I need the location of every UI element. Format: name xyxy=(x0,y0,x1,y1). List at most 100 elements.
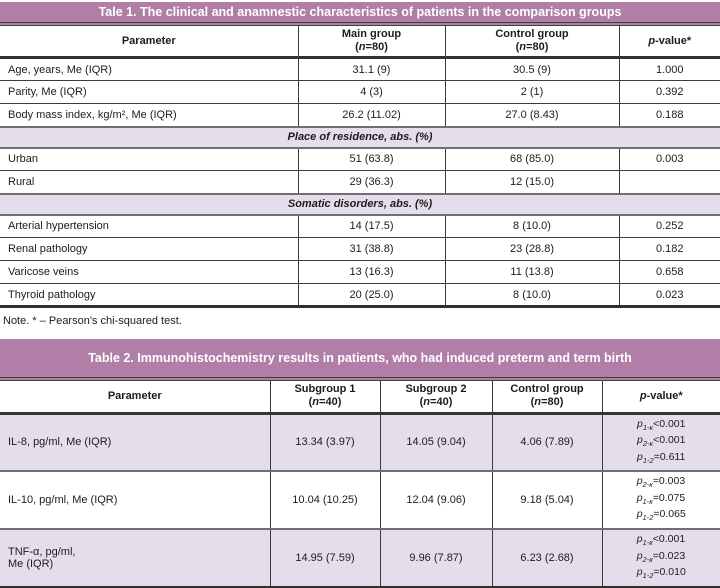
p-subscript: 2-к xyxy=(642,480,653,490)
p-value-cell: 0.392 xyxy=(618,80,720,104)
p-line: p1-2=0.010 xyxy=(636,566,686,581)
value-cell: 6.23 (2.68) xyxy=(491,528,602,588)
p-value-cell: 0.003 xyxy=(618,147,720,171)
main-group-n: (n=80) xyxy=(355,41,388,53)
value-cell: 14.05 (9.04) xyxy=(379,411,492,472)
p-subscript: 2-к xyxy=(642,439,654,449)
table-row: Age, years, Me (IQR) 31.1 (9) 30.5 (9) 1… xyxy=(0,57,720,81)
value-cell: 29 (36.3) xyxy=(297,170,445,194)
value-cell: 13 (16.3) xyxy=(297,260,445,284)
table-row: Arterial hypertension 14 (17.5) 8 (10.0)… xyxy=(0,214,720,238)
p-value-cell: 0.188 xyxy=(618,103,720,127)
control-group-n: (n=80) xyxy=(530,396,564,409)
col-control-group-header: Control group (n=80) xyxy=(491,381,602,415)
table2-header: Parameter Subgroup 1 (n=40) Subgroup 2 (… xyxy=(0,381,720,415)
param-cell: Parity, Me (IQR) xyxy=(0,80,298,104)
table2: Parameter Subgroup 1 (n=40) Subgroup 2 (… xyxy=(0,381,720,588)
p-line: p2-к<0.001 xyxy=(637,434,686,449)
col-subgroup1-header: Subgroup 1 (n=40) xyxy=(269,381,380,415)
section-row-residence: Place of residence, abs. (%) xyxy=(0,125,720,149)
p-subscript: 1-2 xyxy=(642,513,654,523)
control-group-n: (n=80) xyxy=(515,41,549,53)
value-cell: 12 (15.0) xyxy=(444,170,619,194)
value-cell: 10.04 (10.25) xyxy=(269,470,380,530)
table1-header-row: Parameter Main group (n=80) Control grou… xyxy=(0,26,720,59)
parameter-header-label: Parameter xyxy=(121,34,176,47)
p-line: p1-к<0.001 xyxy=(636,533,686,548)
table-row: Thyroid pathology 20 (25.0) 8 (10.0) 0.0… xyxy=(0,283,720,308)
main-group-label: Main group xyxy=(341,28,402,40)
param-cell: Rural xyxy=(0,170,298,194)
value-cell: 4 (3) xyxy=(297,80,445,104)
control-group-label: Control group xyxy=(510,383,584,396)
p-line: p1-к<0.001 xyxy=(637,417,686,432)
table-row: Body mass index, kg/m², Me (IQR) 26.2 (1… xyxy=(0,103,720,127)
table1-header: Parameter Main group (n=80) Control grou… xyxy=(0,26,720,59)
subgroup1-label: Subgroup 1 xyxy=(294,383,356,396)
section-label: Place of residence, abs. (%) xyxy=(0,125,720,149)
table-row: Parity, Me (IQR) 4 (3) 2 (1) 0.392 xyxy=(0,80,720,104)
p-line: p1-к=0.075 xyxy=(636,491,686,506)
table2-header-row: Parameter Subgroup 1 (n=40) Subgroup 2 (… xyxy=(0,381,720,415)
subgroup2-n: (n=40) xyxy=(419,396,453,409)
param-cell: Urban xyxy=(0,147,298,171)
value-cell: 31.1 (9) xyxy=(297,57,445,81)
value-cell: 14 (17.5) xyxy=(297,214,445,238)
p-subscript: 2-к xyxy=(642,554,653,564)
p-value-cell: 0.252 xyxy=(618,214,720,238)
p-value-cell: p1-к<0.001 p2-к<0.001 p1-2=0.611 xyxy=(601,411,720,472)
section-row-somatic: Somatic disorders, abs. (%) xyxy=(0,192,720,216)
param-cell: Varicose veins xyxy=(0,260,298,284)
value-cell: 14.95 (7.59) xyxy=(269,528,380,588)
table-row-il10: IL-10, pg/ml, Me (IQR) 10.04 (10.25) 12.… xyxy=(0,470,720,530)
p-value-cell xyxy=(618,170,720,194)
value-cell: 11 (13.8) xyxy=(444,260,619,284)
table1: Parameter Main group (n=80) Control grou… xyxy=(0,26,720,308)
col-subgroup2-header: Subgroup 2 (n=40) xyxy=(379,381,492,415)
p-value-cell: p2-к=0.003 p1-к=0.075 p1-2=0.065 xyxy=(601,470,720,530)
p-value-cell: 0.023 xyxy=(618,283,720,308)
subgroup1-n: (n=40) xyxy=(308,396,342,409)
value-cell: 12.04 (9.06) xyxy=(379,470,492,530)
value-cell: 68 (85.0) xyxy=(444,147,619,171)
table1-section: Tale 1. The clinical and anamnestic char… xyxy=(0,2,720,327)
p-line: p2-к=0.023 xyxy=(636,549,686,564)
value-cell: 31 (38.8) xyxy=(297,237,445,261)
p-line: p2-к=0.003 xyxy=(636,475,686,490)
table-row: Varicose veins 13 (16.3) 11 (13.8) 0.658 xyxy=(0,260,720,284)
value-cell: 2 (1) xyxy=(444,80,619,104)
value-cell: 51 (63.8) xyxy=(297,147,445,171)
table2-title-band: Table 2. Immunohistochemistry results in… xyxy=(0,339,720,381)
param-cell: Body mass index, kg/m², Me (IQR) xyxy=(0,103,298,127)
col-pvalue-header: p-value* xyxy=(618,26,720,59)
value-cell: 27.0 (8.43) xyxy=(444,103,619,127)
value-cell: 9.96 (7.87) xyxy=(379,528,492,588)
value-cell: 4.06 (7.89) xyxy=(491,411,602,472)
p-value-cell: 1.000 xyxy=(618,57,720,81)
p-line: p1-2=0.611 xyxy=(637,450,686,465)
col-main-group-header: Main group (n=80) xyxy=(297,26,445,59)
table-row-tnf: TNF-α, pg/ml, Me (IQR) 14.95 (7.59) 9.96 … xyxy=(0,528,720,588)
param-cell: Arterial hypertension xyxy=(0,214,298,238)
p-subscript: 1-2 xyxy=(642,571,654,581)
p-subscript: 1-к xyxy=(642,538,653,548)
p-subscript: 1-2 xyxy=(642,455,654,465)
tables-gap xyxy=(0,327,720,339)
value-cell: 30.5 (9) xyxy=(444,57,619,81)
p-value-cell: 0.658 xyxy=(618,260,720,284)
col-pvalue-header: p-value* xyxy=(601,381,720,415)
table-row: Renal pathology 31 (38.8) 23 (28.8) 0.18… xyxy=(0,237,720,261)
param-cell: TNF-α, pg/ml, Me (IQR) xyxy=(0,528,270,588)
p-subscript: 1-к xyxy=(642,422,654,432)
table1-note: Note. * – Pearson's chi-squared test. xyxy=(3,315,182,327)
param-cell: Age, years, Me (IQR) xyxy=(0,57,298,81)
param-cell: Thyroid pathology xyxy=(0,283,298,308)
value-cell: 20 (25.0) xyxy=(297,283,445,308)
value-cell: 26.2 (11.02) xyxy=(297,103,445,127)
p-value-cell: p1-к<0.001 p2-к=0.023 p1-2=0.010 xyxy=(601,528,720,588)
p-value-cell: 0.182 xyxy=(618,237,720,261)
param-cell: Renal pathology xyxy=(0,237,298,261)
table1-title-band: Tale 1. The clinical and anamnestic char… xyxy=(0,2,720,26)
col-control-group-header: Control group (n=80) xyxy=(444,26,619,59)
